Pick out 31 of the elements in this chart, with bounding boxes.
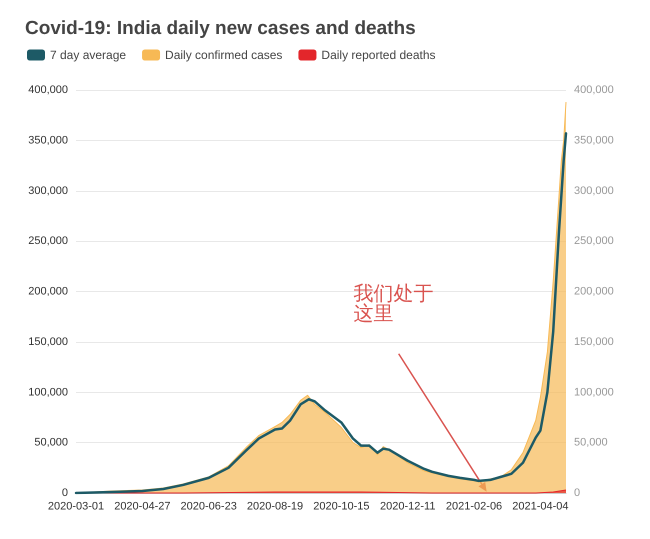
y-tick-label: 300,000 (28, 184, 68, 197)
x-tick-label: 2020-04-27 (114, 500, 170, 512)
y-tick-label: 0 (62, 487, 68, 499)
y-tick-label: 100,000 (28, 386, 68, 398)
x-tick-label: 2020-12-11 (380, 500, 436, 512)
x-tick-label: 2020-06-23 (180, 500, 237, 512)
y-tick-label: 50,000 (34, 436, 68, 449)
y2-tick-label: 300,000 (574, 184, 614, 197)
y-tick-label: 150,000 (28, 336, 68, 348)
y2-tick-label: 250,000 (574, 235, 614, 248)
x-tick-label: 2021-04-04 (512, 500, 569, 512)
annotation: 我们处于这里 (354, 282, 434, 325)
y2-tick-label: 100,000 (574, 386, 614, 398)
x-tick-label: 2020-10-15 (313, 500, 370, 512)
x-tick-label: 2020-08-19 (246, 500, 304, 512)
y2-tick-label: 0 (574, 487, 580, 499)
y2-tick-label: 50,000 (574, 436, 608, 449)
legend-label: Daily reported deaths (321, 48, 436, 62)
legend-label: 7 day average (50, 48, 126, 62)
chart-title: Covid-19: India daily new cases and deaths (25, 18, 416, 39)
y-tick-label: 200,000 (28, 286, 68, 298)
legend-label: Daily confirmed cases (165, 48, 282, 62)
y2-tick-label: 350,000 (574, 134, 614, 146)
y-tick-label: 400,000 (28, 84, 68, 96)
y-tick-label: 350,000 (28, 134, 68, 146)
y2-tick-label: 400,000 (574, 84, 614, 96)
x-tick-label: 2021-02-06 (446, 500, 502, 512)
y2-tick-label: 150,000 (574, 336, 614, 348)
x-tick-label: 2020-03-01 (48, 500, 104, 512)
y-tick-label: 250,000 (28, 235, 68, 248)
y2-tick-label: 200,000 (574, 286, 614, 298)
